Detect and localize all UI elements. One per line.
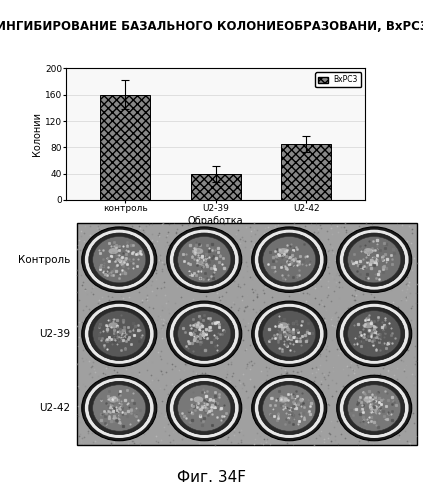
Ellipse shape (178, 310, 231, 357)
Ellipse shape (170, 378, 239, 438)
Ellipse shape (255, 378, 324, 438)
Ellipse shape (89, 307, 150, 360)
Ellipse shape (337, 301, 412, 366)
Ellipse shape (82, 301, 157, 366)
Ellipse shape (174, 382, 235, 434)
Ellipse shape (174, 307, 235, 360)
Bar (100, 95, 150, 200)
Bar (191, 174, 241, 200)
Ellipse shape (340, 378, 409, 438)
Ellipse shape (85, 230, 154, 290)
Ellipse shape (89, 382, 150, 434)
Ellipse shape (170, 230, 239, 290)
Ellipse shape (344, 382, 405, 434)
Ellipse shape (193, 322, 203, 328)
Ellipse shape (109, 248, 118, 254)
Ellipse shape (263, 385, 316, 431)
Text: Фиг. 34F: Фиг. 34F (177, 470, 246, 486)
Ellipse shape (85, 378, 154, 438)
Ellipse shape (263, 310, 316, 357)
Ellipse shape (178, 236, 231, 283)
Legend: BxPC3: BxPC3 (315, 72, 361, 88)
Ellipse shape (252, 375, 327, 440)
Text: Контроль: Контроль (18, 254, 71, 264)
Ellipse shape (252, 301, 327, 366)
Text: U2-39: U2-39 (39, 329, 71, 339)
Ellipse shape (337, 227, 412, 292)
Ellipse shape (167, 375, 242, 440)
Ellipse shape (363, 322, 373, 328)
Text: ИНГИБИРОВАНИЕ БАЗАЛЬНОГО КОЛОНИЕОБРАЗОВАНИ, BxPC3: ИНГИБИРОВАНИЕ БАЗАЛЬНОГО КОЛОНИЕОБРАЗОВА… (0, 20, 423, 34)
Ellipse shape (167, 301, 242, 366)
Ellipse shape (89, 233, 150, 286)
Ellipse shape (278, 322, 288, 328)
Ellipse shape (278, 396, 288, 402)
Ellipse shape (363, 396, 373, 402)
Ellipse shape (340, 304, 409, 364)
Ellipse shape (363, 248, 373, 254)
Ellipse shape (255, 230, 324, 290)
Ellipse shape (174, 233, 235, 286)
Ellipse shape (259, 382, 320, 434)
Ellipse shape (344, 307, 405, 360)
Ellipse shape (348, 310, 401, 357)
Ellipse shape (193, 248, 203, 254)
Ellipse shape (348, 236, 401, 283)
Y-axis label: Колонии: Колонии (32, 112, 42, 156)
Ellipse shape (259, 233, 320, 286)
Ellipse shape (82, 227, 157, 292)
Ellipse shape (178, 385, 231, 431)
Ellipse shape (85, 304, 154, 364)
Ellipse shape (344, 233, 405, 286)
Ellipse shape (340, 230, 409, 290)
Ellipse shape (259, 307, 320, 360)
Ellipse shape (193, 396, 203, 402)
Ellipse shape (337, 375, 412, 440)
Bar (281, 144, 331, 200)
Text: U2-42: U2-42 (39, 403, 71, 413)
Ellipse shape (109, 322, 118, 328)
X-axis label: Обработка: Обработка (188, 216, 244, 226)
Ellipse shape (93, 310, 146, 357)
Ellipse shape (167, 227, 242, 292)
Ellipse shape (252, 227, 327, 292)
Ellipse shape (170, 304, 239, 364)
Ellipse shape (255, 304, 324, 364)
Ellipse shape (348, 385, 401, 431)
Ellipse shape (263, 236, 316, 283)
Ellipse shape (82, 375, 157, 440)
Ellipse shape (278, 248, 288, 254)
Ellipse shape (93, 236, 146, 283)
Ellipse shape (93, 385, 146, 431)
Ellipse shape (109, 396, 118, 402)
